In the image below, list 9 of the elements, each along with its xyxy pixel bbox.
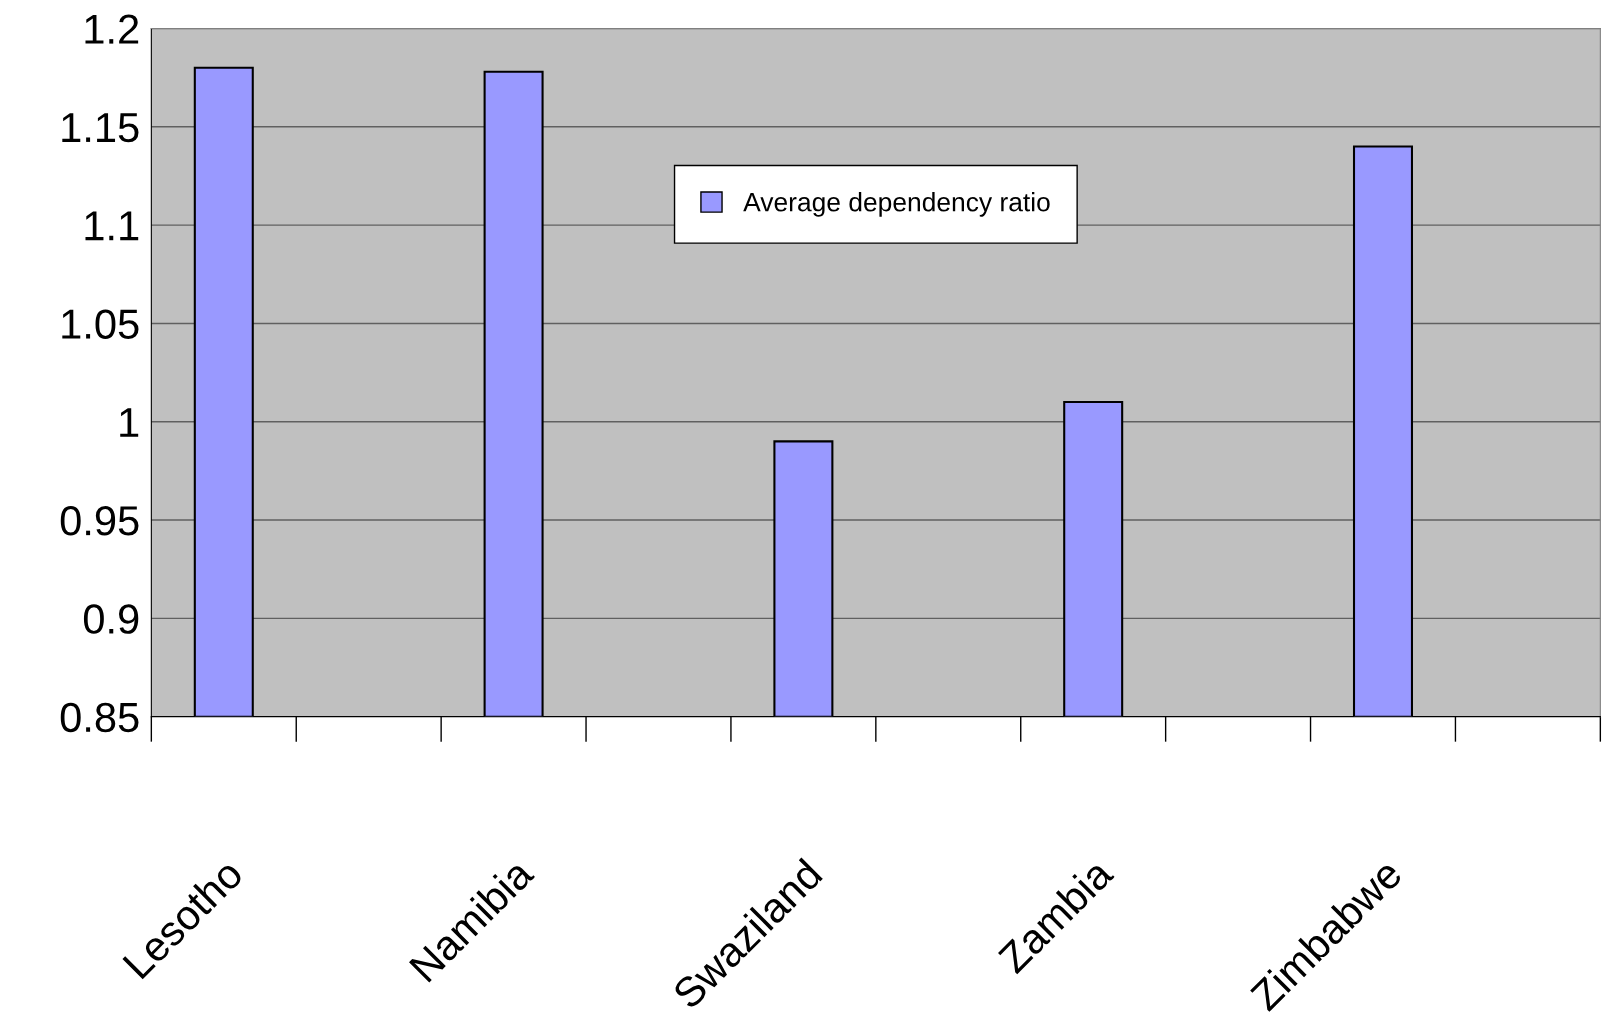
y-tick-label: 0.85	[60, 702, 139, 733]
legend-label: Average dependency ratio	[743, 192, 1050, 217]
y-tick-label: 0.9	[83, 604, 139, 634]
y-tick-label: 1.1	[85, 211, 139, 241]
y-tick-label: 1.15	[62, 113, 139, 143]
y-tick-label: 1.05	[62, 309, 139, 339]
y-tick-label: 1	[120, 408, 139, 437]
y-tick-label: 0.95	[60, 506, 139, 536]
y-tick-label: 1.2	[85, 14, 139, 44]
